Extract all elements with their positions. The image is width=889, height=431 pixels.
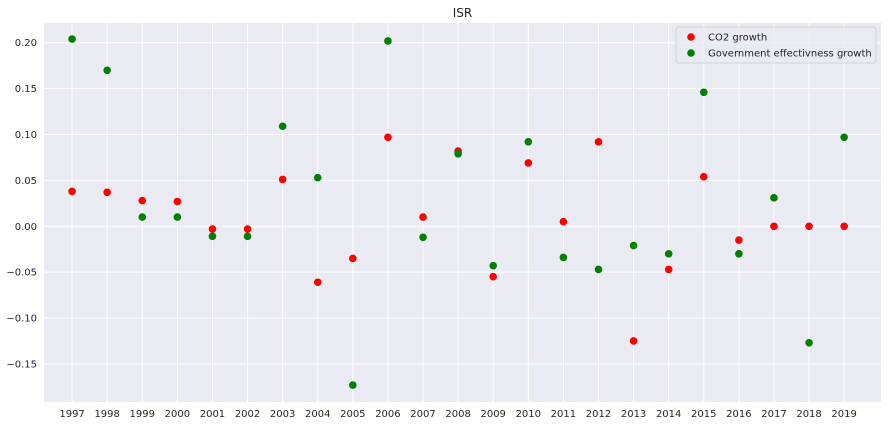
x-tick-label: 2005 xyxy=(340,409,365,420)
x-tick-label: 2013 xyxy=(621,409,646,420)
data-point-series-1 xyxy=(384,37,392,45)
data-point-series-1 xyxy=(243,232,252,241)
data-point-series-0 xyxy=(384,133,392,142)
data-point-series-0 xyxy=(349,254,357,263)
data-point-series-0 xyxy=(138,196,147,205)
x-tick-label: 2014 xyxy=(656,409,681,420)
data-point-series-1 xyxy=(699,88,708,97)
x-tick-label: 2007 xyxy=(410,409,435,420)
data-point-series-1 xyxy=(103,66,111,75)
x-axis-ticks: 1997 1998 1999 2000 2001 2002 2003 2004 2005 2006… xyxy=(59,409,857,420)
data-point-series-1 xyxy=(173,213,182,221)
data-point-series-1 xyxy=(840,133,848,142)
data-point-series-1 xyxy=(349,381,357,389)
x-tick-label: 1999 xyxy=(130,409,155,420)
data-point-series-1 xyxy=(454,149,462,158)
x-tick-label: 2012 xyxy=(586,409,611,420)
data-point-series-1 xyxy=(68,35,76,43)
y-tick-label: −0.15 xyxy=(6,359,37,370)
data-point-series-0 xyxy=(629,337,638,345)
data-point-series-1 xyxy=(594,265,603,274)
y-tick-label: −0.10 xyxy=(6,314,37,325)
data-point-series-1 xyxy=(313,173,322,182)
x-tick-label: 2018 xyxy=(796,409,821,420)
x-tick-label: 2002 xyxy=(235,409,260,420)
data-point-series-0 xyxy=(419,213,427,221)
x-tick-label: 2009 xyxy=(480,409,505,420)
y-tick-label: 0.10 xyxy=(15,130,37,141)
x-tick-label: 1998 xyxy=(94,409,119,420)
data-point-series-1 xyxy=(419,233,427,242)
data-point-series-0 xyxy=(173,197,182,206)
data-point-series-0 xyxy=(699,172,708,181)
y-tick-label: −0.05 xyxy=(6,268,37,279)
chart-title: ISR xyxy=(453,6,473,20)
data-point-series-1 xyxy=(559,253,568,262)
data-point-series-0 xyxy=(594,138,603,146)
data-point-series-0 xyxy=(313,278,322,287)
data-point-series-1 xyxy=(489,261,498,270)
data-point-series-0 xyxy=(489,272,498,281)
x-tick-label: 2008 xyxy=(445,409,470,420)
data-point-series-0 xyxy=(735,236,743,244)
data-point-series-1 xyxy=(278,122,287,131)
data-point-series-1 xyxy=(524,138,533,146)
legend-marker xyxy=(687,49,695,57)
data-point-series-1 xyxy=(805,339,813,347)
x-tick-label: 1997 xyxy=(59,409,84,420)
x-tick-label: 2019 xyxy=(831,409,856,420)
data-point-series-0 xyxy=(68,187,76,196)
x-tick-label: 2003 xyxy=(270,409,295,420)
x-tick-label: 2011 xyxy=(551,409,576,420)
grid-lines xyxy=(44,23,881,402)
legend-box xyxy=(675,26,877,64)
x-tick-label: 2017 xyxy=(761,409,786,420)
data-point-series-1 xyxy=(138,213,147,221)
x-tick-label: 2001 xyxy=(200,409,225,420)
data-point-series-0 xyxy=(664,265,673,274)
legend-marker xyxy=(687,33,695,41)
x-tick-label: 2006 xyxy=(375,409,400,420)
x-tick-label: 2004 xyxy=(305,409,330,420)
data-point-series-0 xyxy=(208,225,217,233)
data-point-series-0 xyxy=(840,222,848,231)
legend-label: Government effectivness growth xyxy=(708,49,872,60)
x-tick-label: 2010 xyxy=(516,409,541,420)
data-point-series-0 xyxy=(243,225,252,233)
legend-label: CO2 growth xyxy=(708,33,767,44)
data-point-series-1 xyxy=(735,249,743,258)
y-tick-label: 0.05 xyxy=(15,176,37,187)
data-points xyxy=(68,35,848,389)
data-point-series-0 xyxy=(524,159,533,167)
data-point-series-1 xyxy=(664,249,673,258)
legend: CO2 growth Government effectivness growth xyxy=(675,26,877,64)
x-tick-label: 2016 xyxy=(726,409,751,420)
y-tick-label: 0.15 xyxy=(15,84,37,95)
data-point-series-0 xyxy=(278,175,287,184)
data-point-series-1 xyxy=(208,232,217,241)
data-point-series-0 xyxy=(103,188,111,197)
data-point-series-0 xyxy=(770,222,778,231)
data-point-series-1 xyxy=(770,194,778,202)
y-tick-label: 0.00 xyxy=(15,222,37,233)
plot-background xyxy=(44,23,881,402)
x-tick-label: 2015 xyxy=(691,409,716,420)
y-tick-label: 0.20 xyxy=(15,38,37,49)
x-tick-label: 2000 xyxy=(165,409,190,420)
data-point-series-0 xyxy=(559,217,568,226)
y-axis-ticks: −0.15 −0.10 −0.05 0.00 0.05 0.10 0.15 0.20 xyxy=(6,38,37,370)
data-point-series-1 xyxy=(629,241,638,250)
data-point-series-0 xyxy=(805,222,813,231)
